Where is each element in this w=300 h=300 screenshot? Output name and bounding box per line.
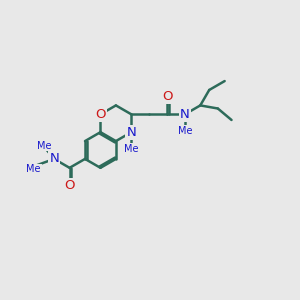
Text: Me: Me [178,126,192,136]
Text: Me: Me [26,164,41,175]
Text: N: N [180,108,190,121]
Text: O: O [95,108,106,121]
Text: N: N [49,152,59,165]
Text: Me: Me [37,141,51,151]
Text: Me: Me [124,144,139,154]
Text: N: N [127,126,136,139]
Text: O: O [64,179,75,192]
Text: O: O [162,90,172,103]
